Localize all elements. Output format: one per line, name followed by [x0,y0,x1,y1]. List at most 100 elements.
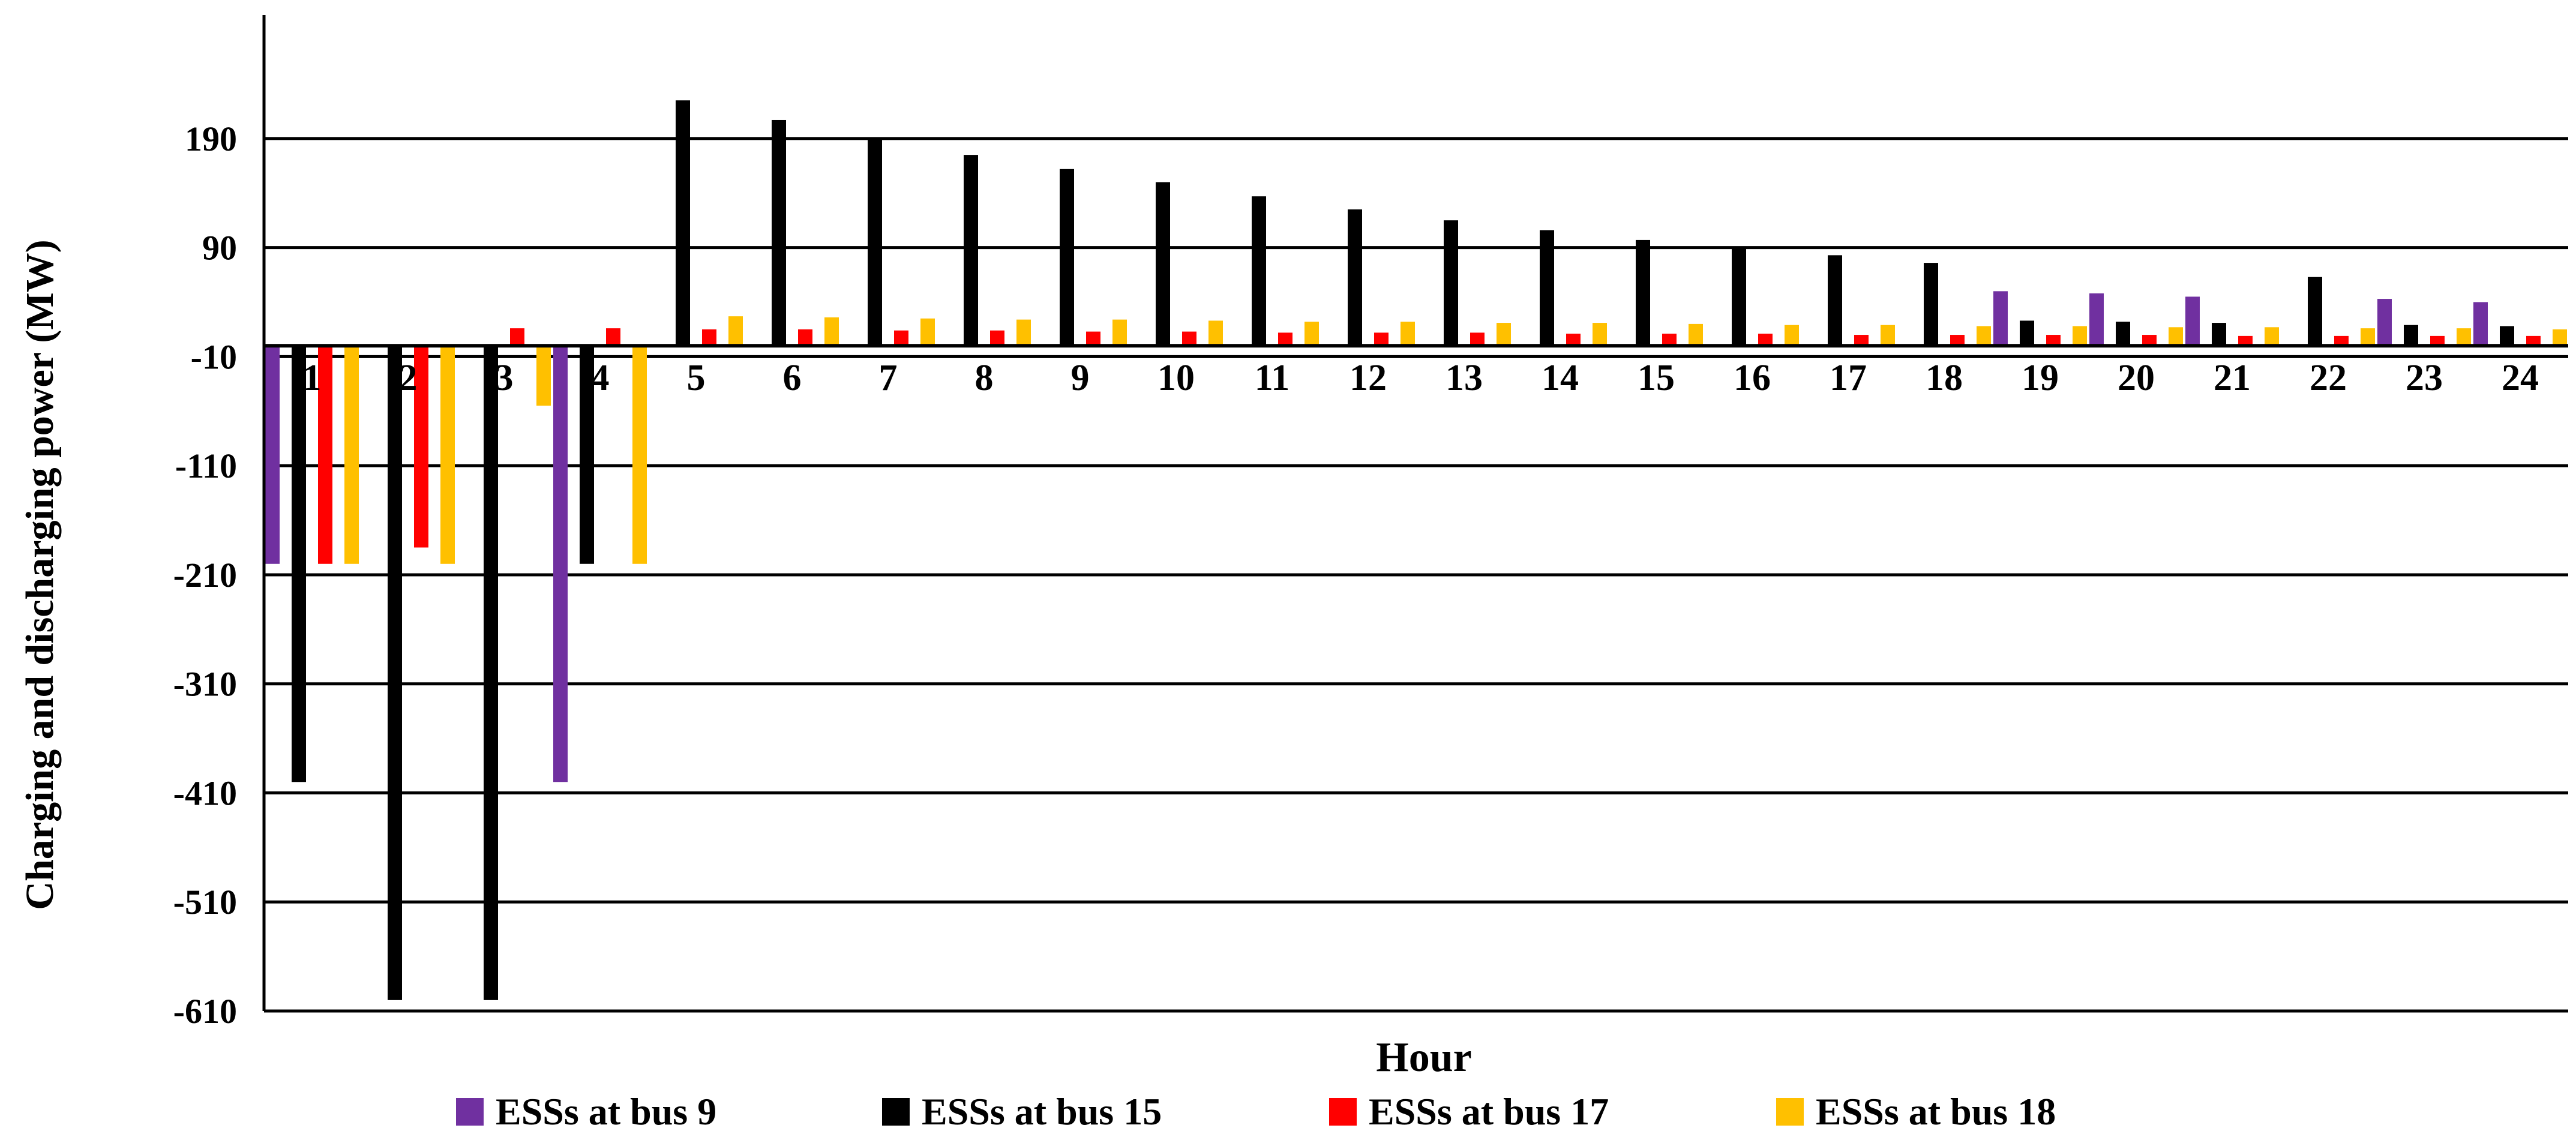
bar [1374,332,1389,346]
bar [2212,323,2226,346]
bar [2308,277,2322,346]
bar [728,316,743,346]
y-tick-label: -210 [173,556,237,595]
bar [1444,220,1458,346]
bar [344,346,359,564]
y-tick-label: -410 [173,773,237,812]
bar [1060,169,1074,346]
bar [1278,332,1293,346]
x-tick-label: 22 [2310,358,2347,398]
bar [2142,335,2157,346]
bar [484,346,498,1000]
bar [1950,335,1965,346]
legend-label: ESSs at bus 18 [1816,1090,2056,1133]
legend-label: ESSs at bus 15 [922,1090,1162,1133]
bar [318,346,332,564]
x-tick-label: 18 [1926,358,1963,398]
bar [2526,335,2541,346]
bar [265,346,280,564]
bar [868,138,882,346]
bar [2361,328,2375,346]
x-tick-label: 13 [1446,358,1483,398]
x-tick-label: 6 [783,358,802,398]
y-tick-label: -10 [191,337,237,376]
bar [2020,320,2034,346]
bar [2457,328,2471,346]
bar [676,100,690,346]
gridlines [264,137,2568,1013]
x-tick-label: 3 [495,358,514,398]
y-axis-title: Charging and discharging power (MW) [18,239,62,910]
bar [440,346,455,564]
bar [894,330,908,346]
bar [1348,209,1362,346]
bar [553,346,568,782]
x-tick-label: 7 [879,358,898,398]
bar [1540,230,1554,346]
y-tick-label: -110 [175,446,237,485]
bar [1566,334,1581,346]
bar [1785,325,1799,346]
bar [2073,326,2087,346]
bar [2334,335,2349,346]
y-tick-label: -610 [173,992,237,1031]
bar [1854,335,1869,346]
bar [2046,335,2061,346]
x-tick-label: 20 [2118,358,2155,398]
bar [1156,182,1170,346]
x-tick-label: 14 [1542,358,1579,398]
x-tick-label: 9 [1071,358,1090,398]
legend-swatch [1776,1098,1804,1126]
legend-swatch [456,1098,484,1126]
y-tick-label: 190 [185,119,237,158]
bar [2500,326,2514,346]
bar [632,346,647,564]
bar [1662,334,1677,346]
bar [1252,196,1266,346]
x-tick-label: 17 [1830,358,1867,398]
bar [920,318,935,346]
x-tick-label: 16 [1734,358,1771,398]
bar [1758,334,1773,346]
x-tick-label: 5 [687,358,706,398]
bar [1977,326,1991,346]
bar [2473,302,2488,346]
bar [772,119,786,346]
bar [2553,329,2567,346]
bar [2089,293,2104,346]
x-tick-label: 19 [2022,358,2059,398]
x-tick-labels: 1 2 3 4 5 6 7 8 9 10 11 12 13 14 15 16 17 18 19 20 21 22 23 24 [303,358,2539,398]
x-tick-label: 21 [2214,358,2251,398]
x-tick-label: 1 [303,358,322,398]
x-tick-label: 23 [2406,358,2443,398]
bars [265,100,2567,1000]
bar [1689,323,1703,346]
bar [1732,247,1746,346]
bar [2238,335,2253,346]
bar [2377,299,2392,346]
bar [1924,263,1938,346]
bar [1401,322,1415,346]
bar [1182,331,1196,346]
bar [1497,323,1511,346]
bar [702,329,716,346]
axes [262,15,2568,1011]
bar [580,346,594,564]
bar [798,329,812,346]
bar [990,330,1004,346]
x-tick-label: 24 [2502,358,2539,398]
bar [1881,325,1895,346]
y-tick-labels: 190 90 -10-110-210-310-410-510-610 [173,119,237,1031]
x-axis-title: Hour [1376,1034,1471,1081]
bar [2265,327,2279,346]
y-tick-label: 90 [202,229,237,268]
bar [1593,323,1607,346]
bar [1305,322,1319,346]
bar [292,346,306,782]
x-tick-label: 8 [975,358,994,398]
bar [510,328,524,346]
bar [536,346,551,406]
legend-label: ESSs at bus 17 [1369,1090,1609,1133]
x-tick-label: 15 [1638,358,1675,398]
